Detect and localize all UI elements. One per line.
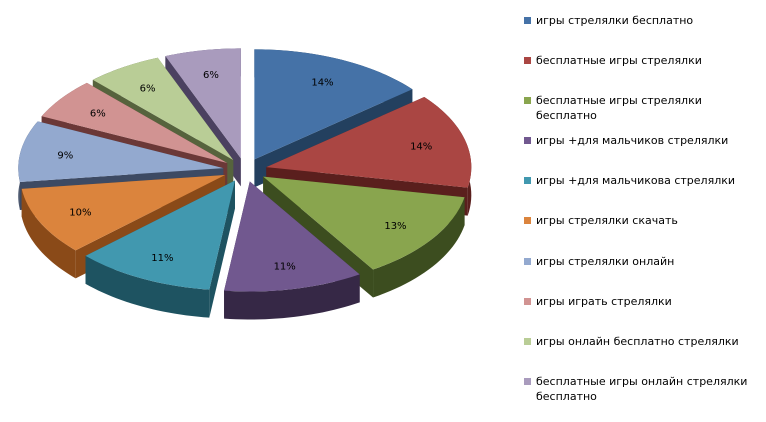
legend-swatch: [524, 257, 531, 265]
slice-label-2: 14%: [410, 142, 432, 153]
legend-item-7: игры стрелялки онлайн: [524, 254, 762, 294]
legend-item-4: игры +для мальчиков стрелялки: [524, 133, 762, 173]
slice-label-5: 11%: [151, 253, 173, 264]
legend-swatch: [524, 57, 531, 65]
legend-swatch: [524, 177, 531, 185]
slice-label-1: 14%: [311, 78, 333, 89]
chart-legend: игры стрелялки бесплатно бесплатные игры …: [524, 13, 762, 414]
legend-label: игры +для мальчиков стрелялки: [536, 134, 729, 148]
legend-item-10: бесплатные игры онлайн стрелялки бесплат…: [524, 374, 762, 414]
legend-label: бесплатные игры онлайн стрелялки бесплат…: [536, 374, 748, 403]
legend-item-1: игры стрелялки бесплатно: [524, 13, 762, 53]
legend-swatch: [524, 137, 531, 145]
legend-swatch: [524, 377, 531, 385]
slice-label-6: 10%: [69, 208, 91, 219]
legend-swatch: [524, 337, 531, 345]
legend-label: игры играть стрелялки: [536, 294, 672, 308]
legend-label: игры +для мальчикова стрелялки: [536, 174, 736, 188]
legend-swatch: [524, 217, 531, 225]
legend-swatch: [524, 297, 531, 305]
legend-item-3: бесплатные игры стрелялки бесплатно: [524, 93, 762, 133]
pie-slice-4: 11%: [224, 181, 360, 320]
slice-label-8: 6%: [90, 109, 106, 120]
legend-label: игры стрелялки скачать: [536, 214, 678, 228]
pie-slice-5: 11%: [85, 180, 236, 318]
slice-label-10: 6%: [203, 70, 219, 81]
legend-label: игры стрелялки бесплатно: [536, 14, 694, 27]
pie-chart: 6% 14% 6% 6% 14% 9% 10% 13% 11% 11%: [18, 48, 472, 320]
slice-label-4: 11%: [274, 261, 296, 272]
slice-label-7: 9%: [57, 151, 73, 162]
legend-item-9: игры онлайн бесплатно стрелялки: [524, 334, 762, 374]
legend-label: игры онлайн бесплатно стрелялки: [536, 334, 739, 348]
pie-slice-3: 13%: [263, 176, 465, 298]
slice-label-9: 6%: [140, 84, 156, 95]
legend-item-8: игры играть стрелялки: [524, 294, 762, 334]
legend-item-6: игры стрелялки скачать: [524, 213, 762, 253]
legend-swatch: [524, 97, 531, 105]
legend-label: игры стрелялки онлайн: [536, 254, 675, 268]
legend-label: бесплатные игры стрелялки: [536, 54, 702, 68]
legend-item-2: бесплатные игры стрелялки: [524, 53, 762, 93]
legend-item-5: игры +для мальчикова стрелялки: [524, 173, 762, 213]
legend-swatch: [524, 17, 531, 24]
legend-label: бесплатные игры стрелялки бесплатно: [536, 94, 702, 123]
slice-label-3: 13%: [384, 221, 406, 232]
